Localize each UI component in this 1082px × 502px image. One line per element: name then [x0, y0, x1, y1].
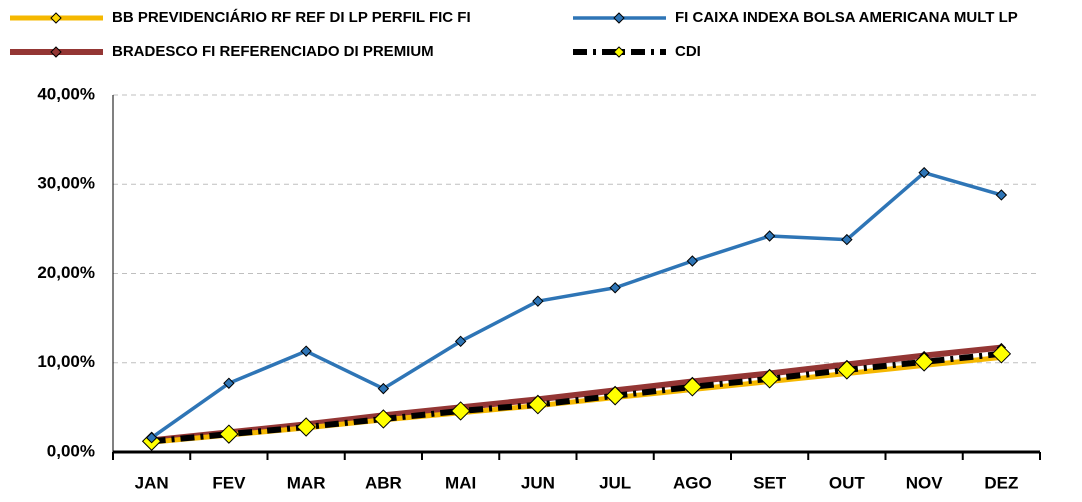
marker: [682, 377, 703, 397]
series-line: [151, 344, 1002, 444]
x-tick-label: MAI: [445, 473, 476, 492]
series-line: [151, 350, 1002, 445]
series-line: [150, 170, 1002, 440]
marker: [686, 255, 699, 267]
legend-marker: [613, 12, 625, 24]
marker: [145, 432, 158, 444]
x-tick-label: NOV: [906, 473, 944, 492]
legend-marker: [50, 12, 62, 24]
y-tick-label: 40,00%: [37, 84, 95, 103]
marker: [377, 382, 390, 395]
marker: [609, 282, 621, 294]
legend-label: BRADESCO FI REFERENCIADO DI PREMIUM: [112, 43, 434, 60]
x-tick-label: AGO: [673, 473, 712, 492]
legend-label: FI CAIXA INDEXA BOLSA AMERICANA MULT LP: [675, 9, 1018, 26]
marker: [373, 409, 394, 429]
marker: [219, 424, 239, 444]
marker: [532, 295, 544, 307]
marker: [837, 360, 857, 380]
x-tick-label: FEV: [212, 473, 246, 492]
legend-label: BB PREVIDENCIÁRIO RF REF DI LP PERFIL FI…: [112, 9, 471, 26]
y-tick-label: 0,00%: [47, 441, 95, 460]
marker: [605, 386, 625, 406]
marker: [995, 189, 1008, 201]
x-tick-label: DEZ: [984, 473, 1018, 492]
x-tick-label: MAR: [287, 473, 326, 492]
x-tick-label: OUT: [829, 473, 866, 492]
marker: [300, 345, 312, 357]
x-tick-label: ABR: [365, 473, 402, 492]
marker: [528, 394, 548, 415]
marker: [454, 335, 467, 348]
marker: [223, 377, 235, 389]
marker: [918, 166, 930, 179]
marker: [991, 344, 1012, 364]
y-tick-label: 20,00%: [37, 263, 95, 282]
marker: [763, 230, 776, 242]
x-tick-label: JAN: [135, 473, 169, 492]
legend-marker: [613, 46, 625, 58]
marker: [914, 352, 934, 372]
marker: [450, 401, 471, 421]
marker: [296, 417, 316, 437]
y-tick-label: 30,00%: [37, 174, 95, 193]
legend-marker: [50, 46, 62, 58]
x-tick-label: SET: [753, 473, 787, 492]
y-tick-label: 10,00%: [37, 352, 95, 371]
marker: [759, 369, 780, 389]
legend-label: CDI: [675, 43, 701, 60]
x-tick-label: JUL: [599, 473, 631, 492]
marker: [841, 233, 853, 246]
x-tick-label: JUN: [521, 473, 555, 492]
